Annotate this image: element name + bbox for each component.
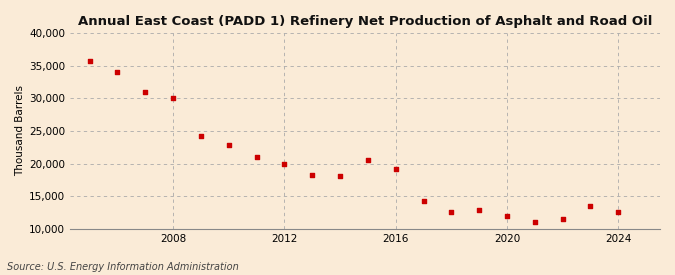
Point: [446, 210, 457, 214]
Point: [84, 59, 95, 63]
Point: [251, 155, 262, 159]
Point: [335, 174, 346, 178]
Point: [474, 208, 485, 213]
Point: [390, 167, 401, 171]
Point: [307, 173, 318, 177]
Title: Annual East Coast (PADD 1) Refinery Net Production of Asphalt and Road Oil: Annual East Coast (PADD 1) Refinery Net …: [78, 15, 652, 28]
Point: [362, 158, 373, 163]
Point: [112, 70, 123, 75]
Point: [167, 96, 178, 101]
Point: [502, 213, 512, 218]
Point: [223, 143, 234, 147]
Point: [418, 199, 429, 203]
Text: Source: U.S. Energy Information Administration: Source: U.S. Energy Information Administ…: [7, 262, 238, 272]
Point: [279, 161, 290, 166]
Point: [613, 210, 624, 214]
Point: [196, 134, 207, 138]
Point: [558, 217, 568, 221]
Point: [140, 90, 151, 94]
Point: [529, 220, 540, 224]
Point: [585, 204, 596, 208]
Y-axis label: Thousand Barrels: Thousand Barrels: [15, 86, 25, 177]
